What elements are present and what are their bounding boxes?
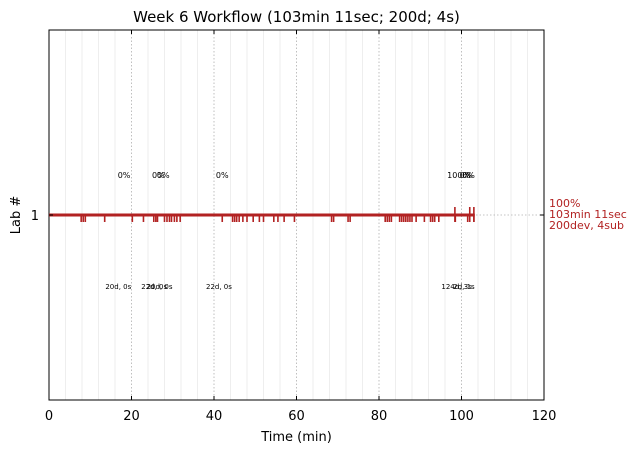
x-tick-label: 120 — [532, 409, 557, 424]
percent-label: 0% — [157, 171, 170, 180]
side-summary-label: 100% — [549, 197, 580, 210]
count-label: 2d, 1s — [453, 283, 475, 291]
x-axis-label: Time (min) — [260, 430, 332, 445]
side-summary-label: 200dev, 4sub — [549, 219, 624, 232]
percent-label: 0% — [462, 171, 475, 180]
x-tick-label: 40 — [206, 409, 223, 424]
percent-label: 0% — [152, 171, 165, 180]
count-label: 124d, 3s — [441, 283, 472, 291]
count-label: 20d, 0s — [147, 283, 173, 291]
percent-label: 100% — [447, 171, 470, 180]
count-label: 22d, 0s — [206, 283, 232, 291]
x-tick-label: 0 — [45, 409, 53, 424]
x-tick-label: 20 — [123, 409, 140, 424]
chart-title: Week 6 Workflow (103min 11sec; 200d; 4s) — [133, 8, 460, 26]
count-label: 20d, 0s — [105, 283, 131, 291]
x-tick-label: 60 — [288, 409, 305, 424]
x-tick-label: 80 — [371, 409, 388, 424]
x-tick-label: 100 — [449, 409, 474, 424]
percent-label: 0% — [460, 171, 473, 180]
y-tick-label: 1 — [31, 209, 39, 224]
count-label: 22d, 0s — [141, 283, 167, 291]
side-summary-label: 103min 11sec — [549, 208, 627, 221]
percent-label: 0% — [118, 171, 131, 180]
percent-label: 0% — [216, 171, 229, 180]
y-axis-label: Lab # — [9, 196, 24, 235]
